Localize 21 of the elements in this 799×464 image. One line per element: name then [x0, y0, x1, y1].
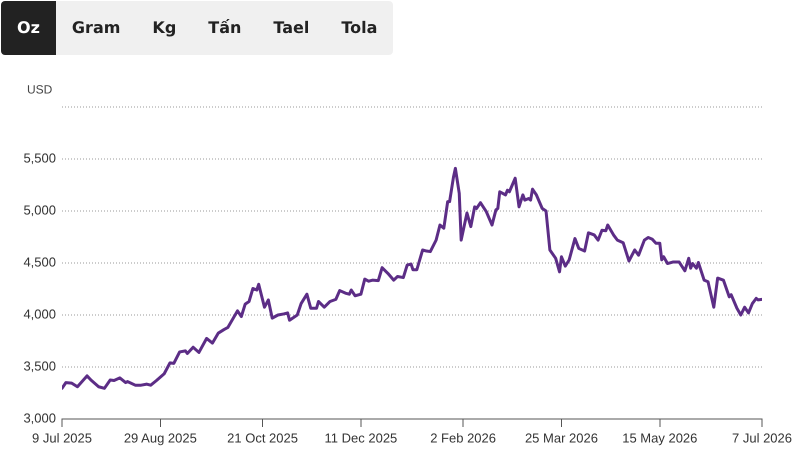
y-axis-title: USD — [27, 82, 53, 96]
text: Tấn — [207, 17, 242, 39]
x-tick-label: 9 Jul 2025 — [32, 430, 92, 446]
x-tick-label: 15 May 2026 — [622, 430, 698, 446]
y-tick-label: 3,000 — [23, 410, 56, 426]
text: Tael — [272, 17, 310, 39]
x-tick-label: 25 Mar 2026 — [524, 430, 598, 446]
y-tick-label: 3,500 — [23, 358, 56, 374]
text: Tola — [340, 17, 378, 39]
x-tick-label: 11 Dec 2025 — [324, 430, 398, 446]
y-tick-label: 5,500 — [23, 150, 56, 166]
x-tick-label: 2 Feb 2026 — [430, 430, 496, 446]
text: Oz — [1, 1, 56, 55]
x-tick-label: 29 Aug 2025 — [124, 430, 197, 446]
text: Gram — [70, 17, 122, 39]
y-tick-label: 4,500 — [23, 254, 56, 270]
y-tick-label: 5,000 — [23, 202, 56, 218]
text: Kg — [151, 17, 178, 39]
x-tick-label: 21 Oct 2025 — [227, 430, 298, 446]
y-tick-label: 4,000 — [23, 306, 56, 322]
x-tick-label: 7 Jul 2026 — [732, 430, 792, 446]
